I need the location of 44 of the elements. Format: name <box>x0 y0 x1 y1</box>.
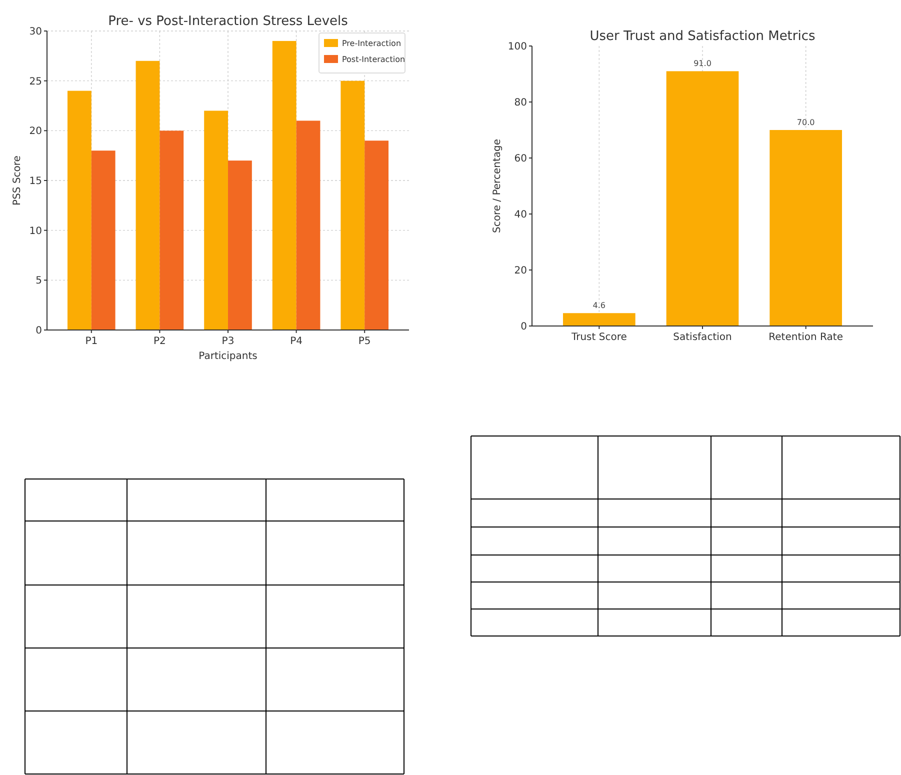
y-axis-title: Score / Percentage <box>492 139 503 233</box>
bar <box>67 90 92 330</box>
y-tick-label: 60 <box>514 154 527 164</box>
bar <box>770 130 842 326</box>
x-tick-label: P3 <box>222 336 234 347</box>
y-tick-label: 20 <box>29 126 42 138</box>
x-tick-label: P1 <box>85 336 98 347</box>
y-tick-label: 0 <box>36 326 42 336</box>
y-axis-title: PSS Score <box>12 156 23 206</box>
chart-title: Pre- vs Post-Interaction Stress Levels <box>108 14 348 29</box>
data-label: 91.0 <box>694 59 712 68</box>
legend-label: Pre-Interaction <box>342 38 402 48</box>
legend-label: Post-Interaction <box>342 54 406 64</box>
bar <box>364 140 389 330</box>
bar <box>296 120 320 330</box>
bar <box>228 160 252 330</box>
bar <box>340 80 365 330</box>
x-tick-label: Trust Score <box>570 332 627 343</box>
chart-title: User Trust and Satisfaction Metrics <box>590 29 816 44</box>
bar <box>666 71 739 326</box>
y-tick-label: 40 <box>514 210 527 220</box>
y-tick-label: 30 <box>29 26 42 38</box>
y-tick-label: 100 <box>508 42 527 52</box>
data-label: 4.6 <box>592 301 606 310</box>
x-tick-label: P5 <box>358 336 371 347</box>
bar <box>204 110 228 330</box>
bar <box>160 130 184 330</box>
bar <box>136 60 160 330</box>
bar <box>91 150 116 330</box>
y-tick-label: 15 <box>29 176 42 187</box>
y-tick-label: 0 <box>520 322 527 332</box>
x-tick-label: P4 <box>290 336 303 347</box>
data-label: 70.0 <box>796 118 815 127</box>
y-tick-label: 10 <box>29 226 42 237</box>
y-tick-label: 5 <box>36 276 42 287</box>
y-tick-label: 20 <box>514 266 527 276</box>
bar <box>563 313 636 326</box>
bar <box>272 40 296 330</box>
y-tick-label: 25 <box>29 76 42 88</box>
x-tick-label: Retention Rate <box>768 332 843 343</box>
y-tick-label: 80 <box>514 98 527 108</box>
x-axis-title: Participants <box>198 351 258 362</box>
x-tick-label: Satisfaction <box>673 332 732 343</box>
x-tick-label: P2 <box>153 336 166 347</box>
